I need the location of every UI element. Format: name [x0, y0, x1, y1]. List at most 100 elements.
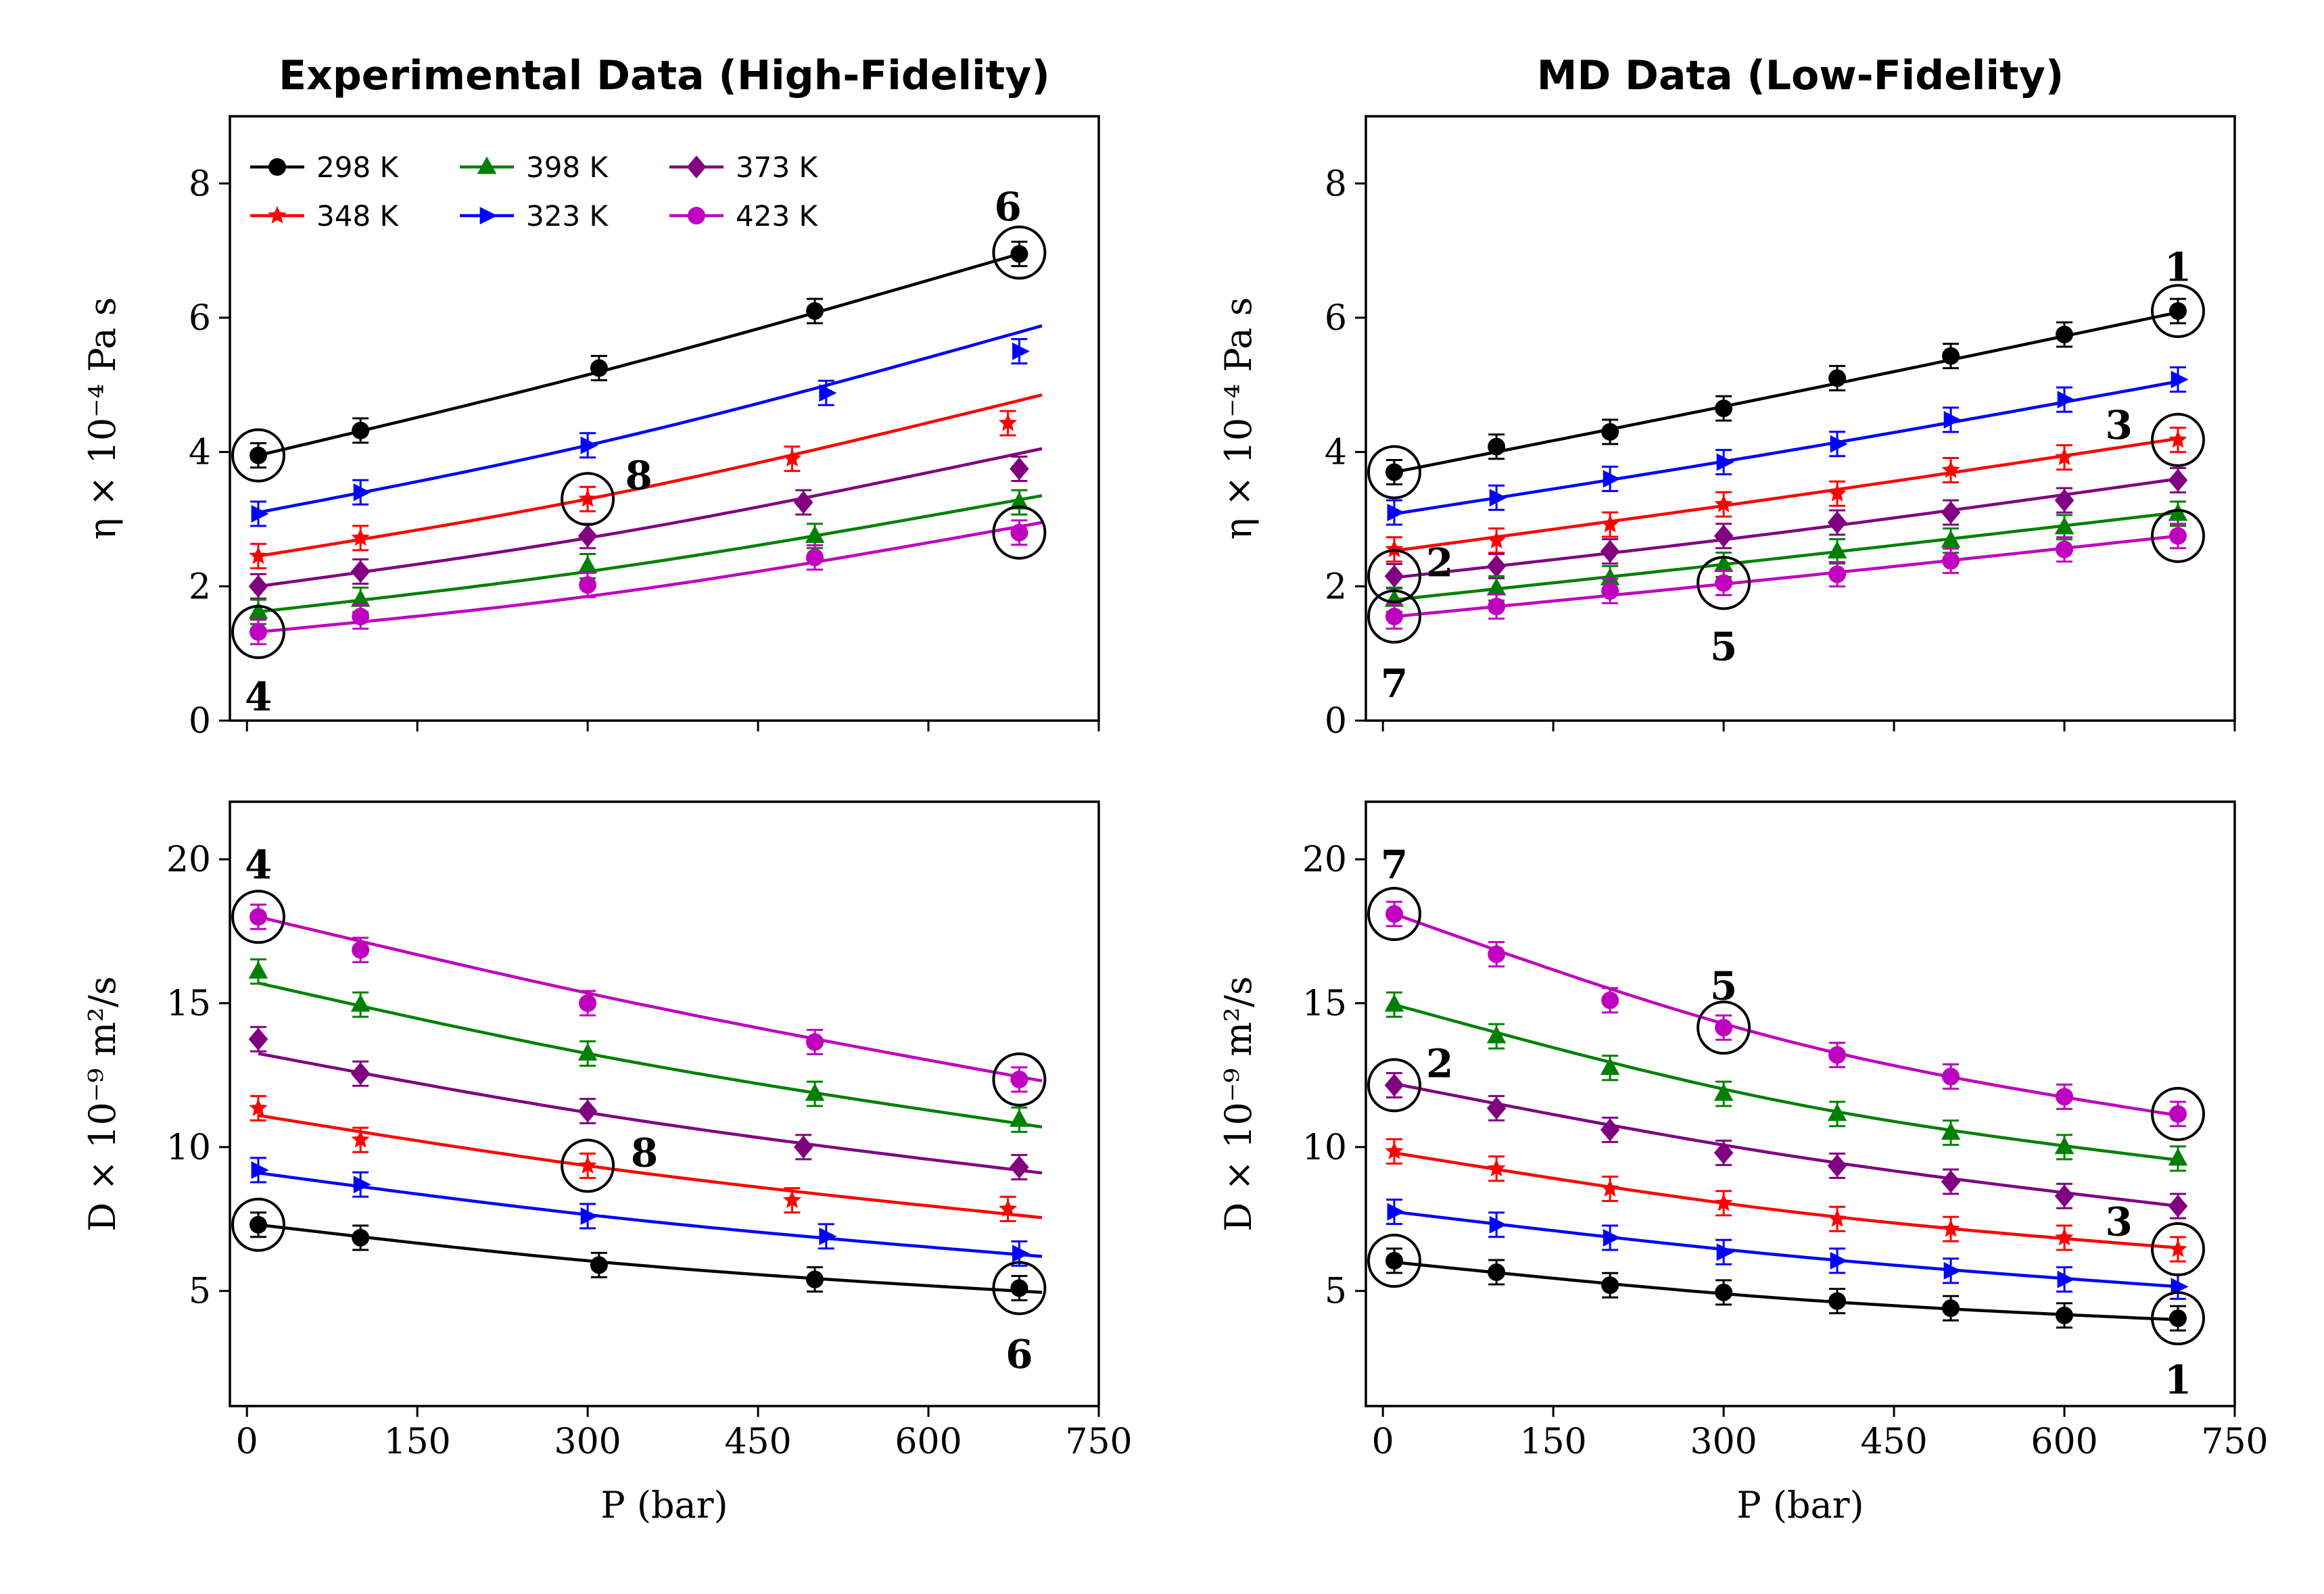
x-tick-label: 600: [895, 1422, 962, 1462]
series-348k: [1385, 1138, 2187, 1263]
data-point: [577, 1099, 598, 1123]
series-423k: [249, 519, 1043, 646]
highlight-circle: [2151, 284, 2206, 339]
legend-item: 348 K: [250, 199, 400, 233]
y-tick-label: 2: [1325, 566, 1347, 607]
legend-marker: [686, 155, 707, 178]
legend: 298 K 323 K 348 K 373 K 398 K 423 K: [250, 151, 819, 233]
highlight-circle: [1367, 1234, 1421, 1288]
data-point: [1486, 1025, 1507, 1044]
highlight-circle: [2151, 1291, 2206, 1346]
data-point: [1012, 1245, 1030, 1263]
data-point: [1713, 1083, 1734, 1101]
data-point: [1715, 400, 1733, 418]
highlight-circle: [2151, 508, 2206, 563]
y-tick-label: 0: [189, 701, 211, 742]
legend-label: 323 K: [526, 199, 609, 233]
data-point: [2054, 489, 2074, 512]
data-point: [578, 1156, 597, 1174]
fit-line: [1394, 310, 2179, 474]
axes-frame: [1365, 115, 2236, 722]
data-point: [2054, 1136, 2074, 1155]
annotation-label: 3: [2105, 1199, 2132, 1245]
highlight-circle: [1367, 1058, 1421, 1113]
y-tick-label: 4: [189, 433, 211, 473]
series-323k: [250, 324, 1043, 527]
y-tick-label: 2: [189, 566, 211, 607]
data-point: [352, 941, 370, 959]
data-point: [1486, 577, 1507, 596]
series-423k: [1385, 900, 2187, 1128]
data-point: [351, 528, 370, 546]
data-point: [249, 546, 268, 564]
series-298k: [1385, 297, 2187, 485]
data-point: [2055, 448, 2074, 466]
data-point: [579, 576, 597, 594]
data-point: [351, 1130, 370, 1148]
y-axis-label: η × 10⁻⁴ Pa s: [1217, 297, 1260, 540]
data-point: [1830, 1252, 1848, 1270]
data-point: [1830, 435, 1848, 453]
data-point: [352, 421, 370, 439]
fit-line: [258, 915, 1043, 1083]
data-point: [249, 1098, 268, 1116]
data-point: [1941, 1170, 1961, 1193]
legend-item: 423 K: [669, 199, 819, 233]
legend-marker: [688, 207, 705, 224]
data-point: [1941, 530, 1961, 548]
data-point: [2168, 430, 2187, 448]
y-tick-label: 6: [1325, 298, 1347, 339]
data-point: [805, 1083, 825, 1101]
y-axis-label: D × 10⁻⁹ m²/s: [1217, 976, 1260, 1232]
data-point: [1010, 491, 1029, 510]
x-tick-label: 750: [1065, 1422, 1132, 1462]
legend-label: 298 K: [316, 151, 400, 184]
data-point: [1941, 1121, 1961, 1140]
panel-experimental-diffusion: 0 150 300 450 600 750 5 10 15 20 D × 10⁻⁹ m²/s P (b…: [81, 800, 1133, 1526]
series-323k: [1385, 1199, 2189, 1300]
y-tick-label: 15: [166, 984, 211, 1024]
data-point: [819, 1227, 837, 1245]
fit-line: [258, 521, 1043, 634]
fit-line: [258, 982, 1043, 1129]
data-point: [1488, 437, 1506, 456]
data-point: [1384, 564, 1404, 588]
plot-area: [231, 890, 1047, 1315]
data-point: [350, 994, 371, 1012]
x-axis-label: P (bar): [1736, 1484, 1864, 1526]
data-point: [793, 491, 813, 514]
series-323k: [1385, 366, 2189, 526]
fit-line: [1394, 534, 2179, 619]
data-point: [1600, 1057, 1620, 1076]
data-point: [1601, 582, 1619, 600]
annotation-label: 8: [631, 1130, 658, 1176]
data-point: [590, 1256, 608, 1274]
data-point: [1827, 1154, 1847, 1178]
data-point: [1713, 554, 1734, 572]
annotation-label: 4: [245, 842, 272, 888]
data-point: [352, 608, 370, 626]
panel-md-viscosity: MD Data (Low-Fidelity) 0 2 4 6 8 η × 10⁻⁴ Pa s…: [1217, 52, 2236, 742]
data-point: [1384, 1073, 1404, 1097]
data-point: [1600, 567, 1620, 585]
data-point: [2169, 302, 2187, 320]
annotation-label: 1: [2164, 1357, 2191, 1403]
data-point: [782, 449, 802, 467]
x-tick-label: 150: [384, 1422, 451, 1462]
data-point: [1828, 1209, 1847, 1227]
x-tick-label: 300: [554, 1422, 621, 1462]
data-point: [1385, 1141, 1404, 1159]
data-point: [2168, 503, 2188, 521]
data-point: [1941, 1219, 1960, 1237]
data-point: [1385, 463, 1403, 481]
legend-label: 398 K: [526, 151, 609, 184]
series-298k: [249, 241, 1028, 469]
legend-marker: [479, 207, 498, 224]
data-point: [2054, 516, 2074, 535]
axes-frame: [229, 115, 1100, 722]
data-point: [2056, 325, 2074, 343]
x-tick-label: 750: [2201, 1422, 2268, 1462]
data-point: [1603, 470, 1621, 488]
data-point: [251, 505, 269, 523]
